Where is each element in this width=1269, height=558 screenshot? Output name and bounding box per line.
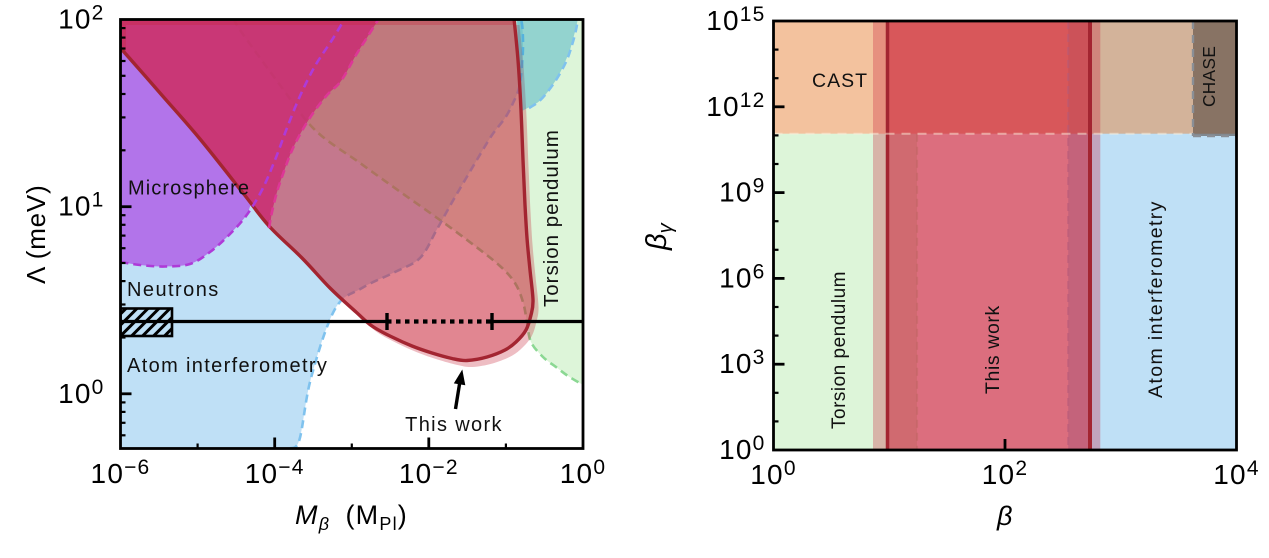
svg-text:β: β	[996, 501, 1012, 531]
svg-text:Atom interferometry: Atom interferometry	[127, 355, 328, 377]
svg-text:Microsphere: Microsphere	[128, 178, 250, 200]
svg-text:CHASE: CHASE	[1199, 46, 1219, 107]
svg-text:CAST: CAST	[812, 70, 868, 92]
svg-text:100: 100	[719, 432, 765, 465]
svg-text:Λ (meV): Λ (meV)	[21, 184, 51, 284]
svg-text:Atom interferometry: Atom interferometry	[1145, 200, 1167, 398]
svg-text:100: 100	[560, 456, 606, 489]
svg-text:Mβ (MPl): Mβ (MPl)	[295, 500, 408, 534]
svg-text:This work: This work	[405, 414, 503, 436]
svg-text:Neutrons: Neutrons	[127, 279, 220, 301]
svg-text:10−6: 10−6	[91, 456, 151, 489]
svg-text:This work: This work	[982, 305, 1004, 394]
svg-text:Torsion pendulum: Torsion pendulum	[829, 271, 850, 429]
svg-text:Torsion pendulum: Torsion pendulum	[540, 129, 563, 307]
svg-text:106: 106	[719, 260, 765, 293]
